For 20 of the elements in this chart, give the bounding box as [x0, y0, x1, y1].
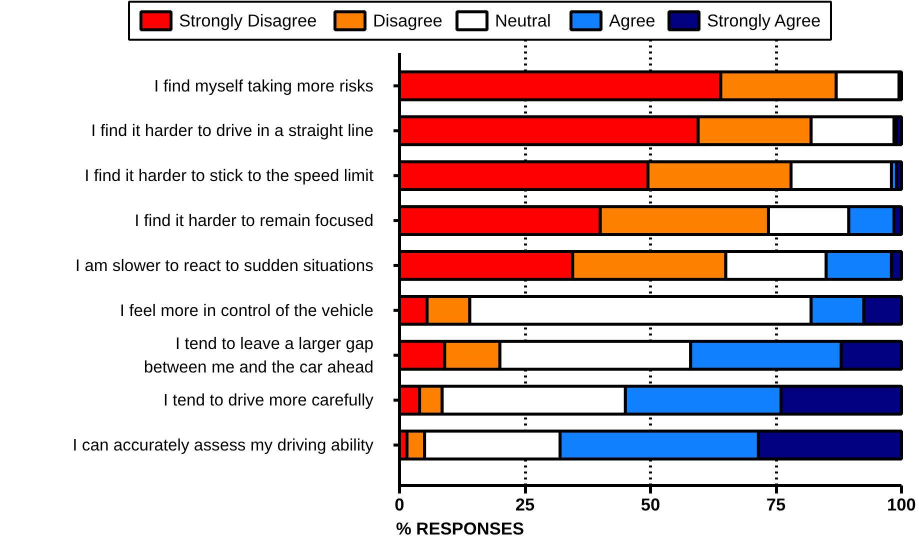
legend-label: Disagree — [373, 10, 442, 31]
x-tick-label: 25 — [515, 494, 535, 514]
legend-label: Strongly Agree — [707, 10, 821, 31]
y-tick-label: I find it harder to remain focused — [134, 211, 374, 230]
y-tick-label: I am slower to react to sudden situations — [75, 256, 374, 275]
legend-label: Neutral — [495, 10, 551, 31]
x-tick-label: 75 — [766, 494, 786, 514]
y-tick-label: I tend to drive more carefully — [163, 390, 374, 410]
y-tick-label: I find it harder to drive in a straight line — [91, 121, 374, 140]
y-tick-label: I can accurately assess my driving ability — [72, 436, 374, 455]
y-tick-label: I find it harder to stick to the speed limit — [84, 166, 374, 186]
x-tick-label: 100 — [887, 494, 916, 514]
x-tick-label: 50 — [640, 494, 660, 514]
legend-label: Strongly Disagree — [179, 10, 317, 31]
x-tick-label: 0 — [394, 494, 404, 514]
legend-label: Agree — [609, 10, 656, 31]
y-tick-label: I feel more in control of the vehicle — [120, 300, 374, 320]
y-tick-label: I tend to leave a larger gap between me and the car ahead — [144, 334, 374, 377]
y-tick-label: I find myself taking more risks — [154, 76, 374, 96]
x-axis-title: % RESPONSES — [396, 518, 524, 538]
